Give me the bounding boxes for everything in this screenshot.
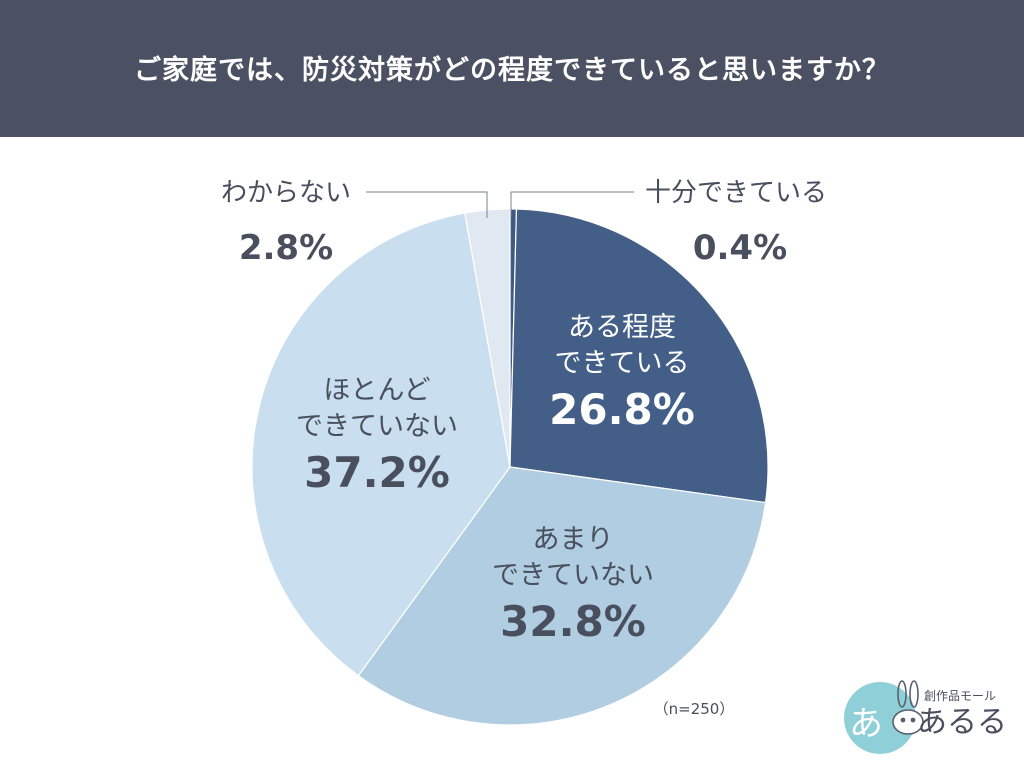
pie-slices: [251, 208, 769, 726]
slice-label: できていない: [492, 560, 654, 591]
slice-percent: 0.4%: [693, 228, 787, 268]
pie-slice: [251, 212, 511, 677]
slice-label: あまり: [533, 524, 614, 555]
logo-mark: あ: [849, 704, 883, 744]
slice-labels: 十分できている0.4%ある程度できている26.8%あまりできていない32.8%ほ…: [221, 178, 827, 646]
logo-tagline: 創作品モール: [924, 689, 996, 703]
slice-percent: 2.8%: [239, 228, 333, 268]
header-bar: ご家庭では、防災対策がどの程度できていると思いますか？: [0, 0, 1024, 137]
slice-label: ほとんど: [323, 375, 430, 406]
rabbit-icon: [892, 680, 924, 735]
leader-lines: [366, 191, 634, 218]
page-title: ご家庭では、防災対策がどの程度できていると思いますか？: [134, 54, 890, 86]
leader-line: [366, 191, 488, 218]
pie-slice: [357, 466, 767, 726]
pie-slice: [509, 208, 769, 504]
leader-line: [510, 191, 634, 218]
slice-label: わからない: [221, 178, 351, 208]
slice-percent: 26.8%: [549, 385, 695, 434]
slice-percent: 32.8%: [500, 597, 646, 646]
slice-label: ある程度: [568, 312, 676, 343]
slice-percent: 37.2%: [304, 448, 450, 497]
slice-label: できている: [555, 348, 690, 379]
slice-label: できていない: [296, 411, 458, 442]
brand-logo: あ 創作品モール あるる: [844, 680, 1007, 754]
slice-label: 十分できている: [645, 178, 827, 208]
logo-name: あるる: [917, 705, 1007, 740]
sample-size-note: （n=250）: [654, 700, 735, 718]
